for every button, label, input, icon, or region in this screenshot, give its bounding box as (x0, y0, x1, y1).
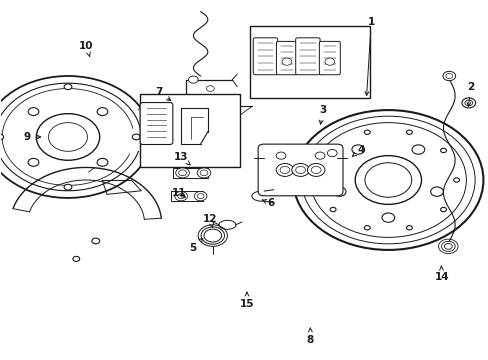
Text: 13: 13 (174, 152, 190, 165)
Circle shape (311, 166, 321, 174)
Text: 6: 6 (262, 198, 274, 208)
Circle shape (381, 213, 394, 222)
Circle shape (97, 108, 108, 116)
FancyBboxPatch shape (276, 41, 297, 75)
Circle shape (307, 163, 325, 176)
Circle shape (64, 184, 72, 190)
Circle shape (440, 148, 446, 153)
Circle shape (464, 100, 472, 106)
Circle shape (333, 187, 346, 196)
Text: 11: 11 (171, 188, 185, 198)
Circle shape (406, 130, 411, 134)
Circle shape (354, 156, 421, 204)
Text: 3: 3 (318, 105, 325, 124)
Circle shape (0, 134, 3, 140)
FancyBboxPatch shape (295, 38, 320, 75)
Circle shape (430, 187, 443, 196)
Circle shape (177, 194, 184, 199)
Text: 9: 9 (24, 132, 41, 142)
Bar (140, 94, 239, 167)
Circle shape (295, 166, 305, 174)
Circle shape (325, 58, 334, 65)
FancyBboxPatch shape (140, 103, 172, 144)
Text: 7: 7 (155, 87, 170, 100)
Circle shape (453, 178, 459, 182)
Circle shape (327, 149, 336, 157)
Text: 8: 8 (306, 328, 313, 345)
Bar (250, 26, 369, 98)
Circle shape (442, 71, 455, 81)
Circle shape (276, 152, 285, 159)
Circle shape (200, 170, 207, 176)
Circle shape (291, 163, 309, 176)
FancyBboxPatch shape (258, 144, 342, 196)
Text: 5: 5 (189, 238, 203, 253)
Circle shape (28, 158, 39, 166)
Text: 15: 15 (239, 292, 254, 309)
Circle shape (197, 168, 210, 178)
Circle shape (445, 73, 452, 78)
Circle shape (175, 168, 189, 178)
FancyBboxPatch shape (319, 41, 340, 75)
Circle shape (178, 170, 186, 176)
Circle shape (132, 134, 140, 140)
Circle shape (280, 166, 289, 174)
Circle shape (97, 158, 108, 166)
Text: 4: 4 (352, 144, 365, 156)
Circle shape (197, 194, 203, 199)
Text: 2: 2 (466, 82, 474, 106)
Circle shape (310, 123, 466, 237)
Circle shape (301, 116, 474, 244)
Circle shape (315, 152, 325, 159)
Circle shape (73, 256, 80, 261)
Text: 1: 1 (364, 17, 374, 95)
Circle shape (364, 226, 369, 230)
Circle shape (36, 114, 100, 160)
Circle shape (406, 226, 411, 230)
Circle shape (174, 192, 187, 201)
FancyBboxPatch shape (253, 38, 277, 75)
Circle shape (206, 86, 214, 91)
Circle shape (188, 76, 198, 83)
Circle shape (440, 207, 446, 212)
Text: 12: 12 (203, 215, 217, 228)
Circle shape (329, 207, 335, 212)
Circle shape (221, 109, 228, 115)
Circle shape (329, 148, 335, 153)
Circle shape (293, 110, 483, 250)
Text: 10: 10 (79, 41, 93, 57)
Circle shape (64, 84, 72, 90)
Circle shape (351, 145, 364, 154)
Circle shape (282, 58, 291, 65)
Circle shape (194, 192, 206, 201)
Circle shape (364, 163, 411, 197)
Circle shape (411, 145, 424, 154)
Circle shape (364, 130, 369, 134)
Circle shape (276, 163, 293, 176)
Circle shape (317, 178, 323, 182)
Bar (172, 168, 207, 178)
Circle shape (28, 108, 39, 116)
Bar (171, 192, 203, 201)
Circle shape (461, 98, 475, 108)
Text: 14: 14 (434, 266, 448, 282)
Circle shape (48, 123, 87, 151)
Circle shape (92, 238, 100, 244)
